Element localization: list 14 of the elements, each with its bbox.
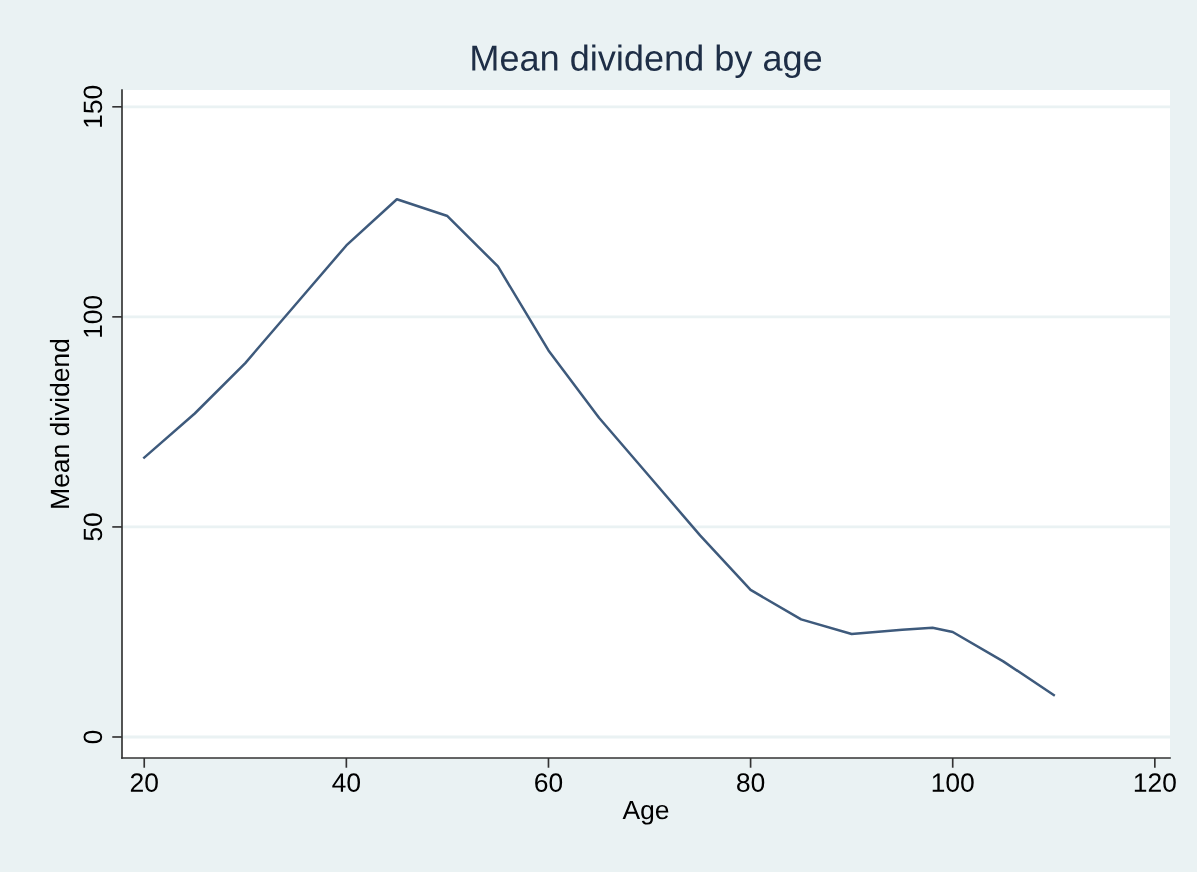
x-tick-label: 120 — [1134, 773, 1176, 792]
line-series — [142, 197, 1056, 697]
x-tick-label: 40 — [332, 773, 360, 792]
y-tick-label: 150 — [83, 85, 103, 127]
y-tick-label: 100 — [83, 295, 103, 337]
x-axis-title: Age — [622, 800, 669, 825]
y-tick-label: 50 — [83, 513, 103, 541]
x-tick-label: 60 — [535, 773, 563, 792]
x-tick-label: 20 — [130, 773, 158, 792]
y-tick-label: 0 — [83, 730, 103, 744]
x-tick-label: 100 — [932, 773, 974, 792]
y-axis-title: Mean dividend — [49, 339, 70, 508]
x-tick-label: 80 — [737, 773, 765, 792]
chart-title: Mean dividend by age — [472, 44, 822, 79]
